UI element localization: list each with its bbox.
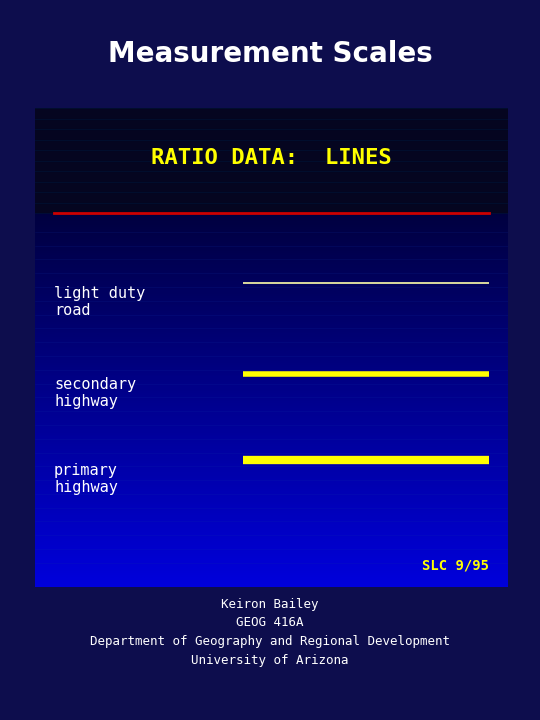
Text: light duty
road: light duty road <box>54 286 145 318</box>
Text: Keiron Bailey: Keiron Bailey <box>221 598 319 611</box>
Text: Department of Geography and Regional Development: Department of Geography and Regional Dev… <box>90 635 450 648</box>
Text: RATIO DATA:  LINES: RATIO DATA: LINES <box>151 148 392 168</box>
Text: SLC 9/95: SLC 9/95 <box>422 559 489 572</box>
Text: Measurement Scales: Measurement Scales <box>107 40 433 68</box>
Text: University of Arizona: University of Arizona <box>191 654 349 667</box>
Text: GEOG 416A: GEOG 416A <box>237 616 303 629</box>
Text: primary
highway: primary highway <box>54 463 118 495</box>
Bar <box>35 108 508 213</box>
Text: secondary
highway: secondary highway <box>54 377 136 409</box>
